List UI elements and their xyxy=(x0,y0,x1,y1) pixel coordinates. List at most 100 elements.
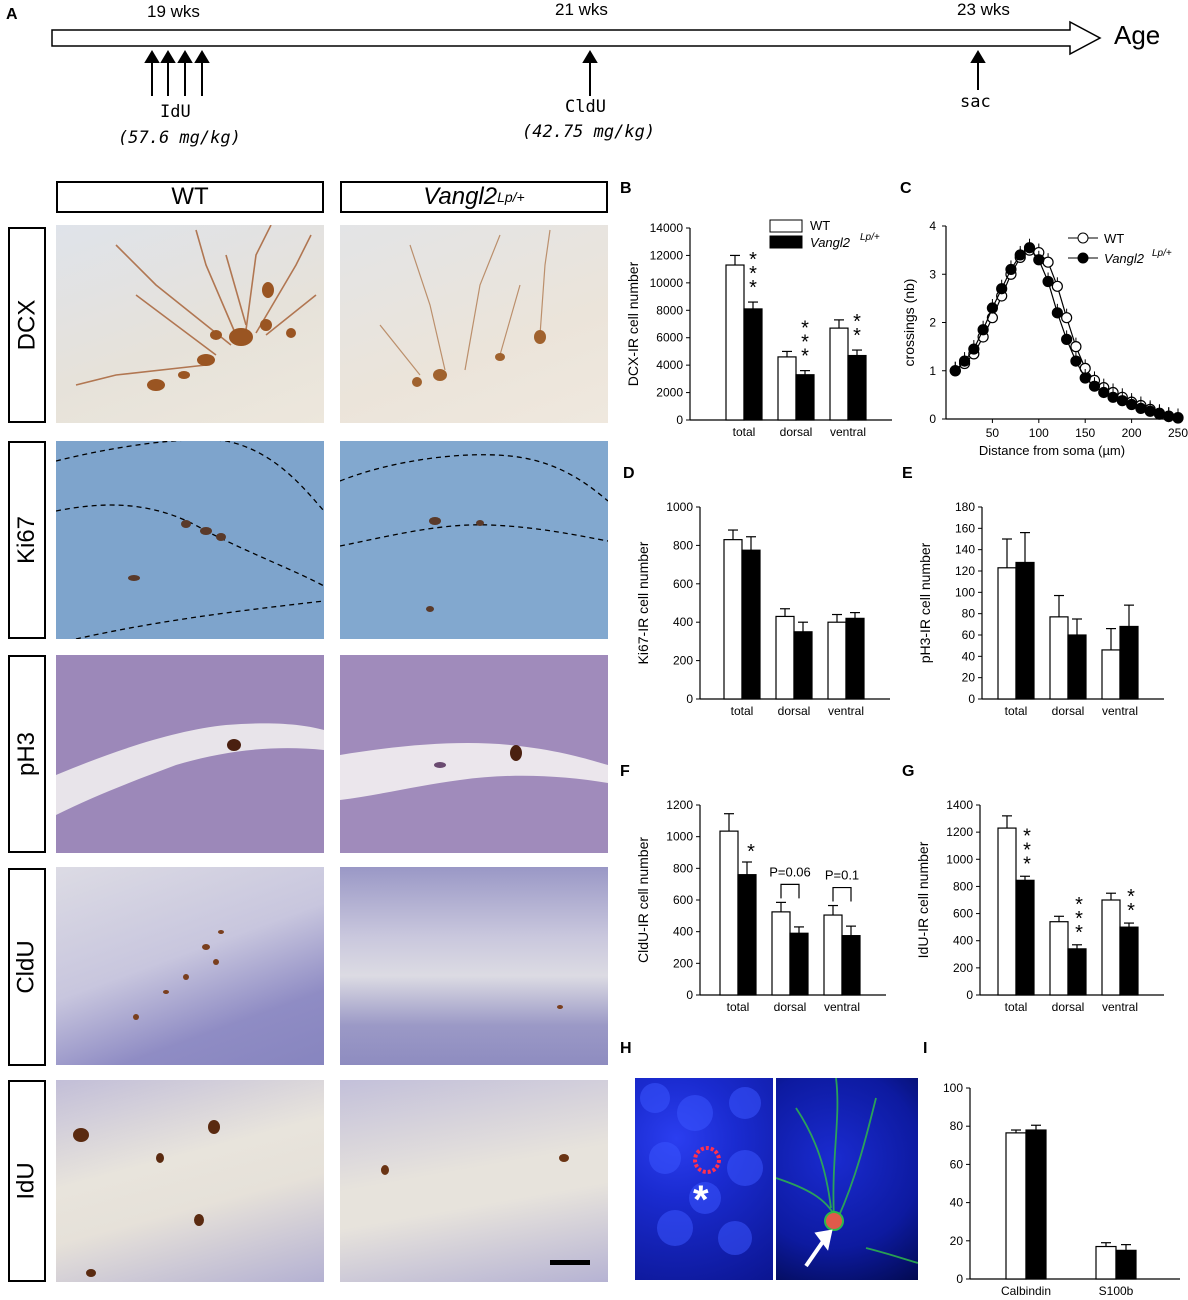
y-tick-label: 1400 xyxy=(946,798,973,812)
micrograph-dcx-mutant xyxy=(340,225,608,423)
x-tick-label: total xyxy=(1005,1000,1028,1014)
x-tick-label: total xyxy=(727,1000,750,1014)
y-tick-label: 200 xyxy=(673,956,693,970)
bar-wt xyxy=(777,356,797,421)
bar-wt xyxy=(723,539,743,700)
y-tick-label: 100 xyxy=(955,585,975,599)
row-header-ki67: Ki67 xyxy=(8,441,46,639)
column-header-wt-text: WT xyxy=(171,183,209,210)
legend-label-wt: WT xyxy=(1104,231,1124,246)
y-tick-label: 8000 xyxy=(656,303,683,317)
micrograph-ki67-wt xyxy=(56,441,324,639)
point-wt xyxy=(1051,280,1063,292)
y-tick-label: 2 xyxy=(929,316,936,330)
x-axis-label: Distance from soma (µm) xyxy=(979,443,1125,458)
micrograph-cldu-mutant xyxy=(340,867,608,1065)
p-value-label: P=0.1 xyxy=(825,868,859,883)
bar-mutant xyxy=(1067,948,1087,996)
micrograph-dcx-wt xyxy=(56,225,324,423)
x-tick-label: 50 xyxy=(986,426,1000,440)
x-tick-label: total xyxy=(1005,704,1028,718)
y-tick-label: 400 xyxy=(953,934,973,948)
bar-mutant xyxy=(845,617,865,700)
cldu-injection-arrow xyxy=(582,50,598,96)
point-mutant xyxy=(1135,402,1147,414)
y-tick-label: 20 xyxy=(962,671,976,685)
bar-mutant xyxy=(789,932,809,996)
y-tick-label: 0 xyxy=(686,988,693,1002)
point-mutant xyxy=(968,343,980,355)
y-tick-label: 60 xyxy=(950,1157,964,1171)
point-wt xyxy=(1042,256,1054,268)
bar-wt xyxy=(1049,616,1069,700)
y-axis-label: DCX-IR cell number xyxy=(625,261,641,386)
y-tick-label: 160 xyxy=(955,521,975,535)
point-mutant xyxy=(977,324,989,336)
p-value-label: P=0.06 xyxy=(769,864,811,879)
y-tick-label: 6000 xyxy=(656,331,683,345)
legend-marker-wt xyxy=(1077,232,1089,244)
y-tick-label: 600 xyxy=(673,893,693,907)
idu-calbindin-cell xyxy=(824,1211,844,1231)
x-tick-label: Calbindin xyxy=(1001,1284,1051,1298)
point-mutant xyxy=(1144,405,1156,417)
row-header-ph3: pH3 xyxy=(8,655,46,853)
y-tick-label: 600 xyxy=(673,577,693,591)
sac-label: sac xyxy=(960,92,991,112)
bar-mutant xyxy=(793,631,813,700)
y-tick-label: 100 xyxy=(943,1081,963,1095)
x-tick-label: ventral xyxy=(1102,704,1138,718)
bar-mutant xyxy=(1015,561,1035,700)
legend-label-mutant: Vangl2 xyxy=(1104,251,1145,266)
y-tick-label: 20 xyxy=(950,1234,964,1248)
bar-wt xyxy=(719,830,739,996)
bar-mutant xyxy=(737,874,757,996)
column-header-mutant: Vangl2 Lp/+ xyxy=(340,181,608,213)
legend-superscript: Lp/+ xyxy=(1152,248,1172,259)
y-tick-label: 1000 xyxy=(946,852,973,866)
x-tick-label: dorsal xyxy=(774,1000,807,1014)
significance-stars: * * * xyxy=(1075,894,1083,944)
timeline-arrow xyxy=(51,20,1102,96)
y-tick-label: 40 xyxy=(962,649,976,663)
bar-mutant xyxy=(1119,926,1139,996)
cldu-label: CldU xyxy=(565,97,606,117)
row-header-cldu: CldU xyxy=(8,868,46,1066)
bar-wt xyxy=(1095,1245,1117,1280)
arrow-marker xyxy=(804,1229,833,1268)
point-mutant xyxy=(1061,333,1073,345)
bar-mutant xyxy=(1067,634,1087,700)
scale-bar xyxy=(550,1260,590,1265)
row-header-cldu-text: CldU xyxy=(13,940,40,994)
point-mutant xyxy=(1153,408,1166,420)
y-tick-label: 10000 xyxy=(650,276,684,290)
significance-stars: * * * xyxy=(801,318,809,368)
bar-wt xyxy=(997,827,1017,996)
chart-b-dcx: 0 2000 4000 6000 8000 10000 12000 14000 DCX-IR c… xyxy=(625,218,892,439)
column-header-mutant-text: Vangl2 xyxy=(423,183,498,210)
y-tick-label: 0 xyxy=(929,412,936,426)
confocal-image-right xyxy=(776,1078,918,1280)
point-mutant xyxy=(949,365,961,377)
panel-a-label: A xyxy=(6,6,18,23)
legend-label-wt: WT xyxy=(810,218,830,233)
confocal-image-left: * xyxy=(635,1078,773,1280)
significance-star: * xyxy=(747,841,755,863)
column-header-mutant-superscript: Lp/+ xyxy=(497,189,525,205)
significance-bracket xyxy=(780,883,800,899)
row-header-idu: IdU xyxy=(8,1080,46,1282)
y-tick-label: 1000 xyxy=(666,830,693,844)
y-tick-label: 800 xyxy=(953,879,973,893)
row-header-dcx-text: DCX xyxy=(13,299,41,351)
y-tick-label: 180 xyxy=(955,500,975,514)
bar-wt xyxy=(1049,921,1069,996)
x-tick-label: ventral xyxy=(830,425,866,439)
point-mutant xyxy=(1107,391,1119,403)
point-mutant xyxy=(1005,263,1017,276)
time-21wks: 21 wks xyxy=(555,0,608,19)
y-tick-label: 2000 xyxy=(656,386,683,400)
y-tick-label: 0 xyxy=(676,413,683,427)
x-tick-label: dorsal xyxy=(778,704,811,718)
bar-wt xyxy=(1101,899,1121,996)
bar-wt xyxy=(829,327,849,421)
